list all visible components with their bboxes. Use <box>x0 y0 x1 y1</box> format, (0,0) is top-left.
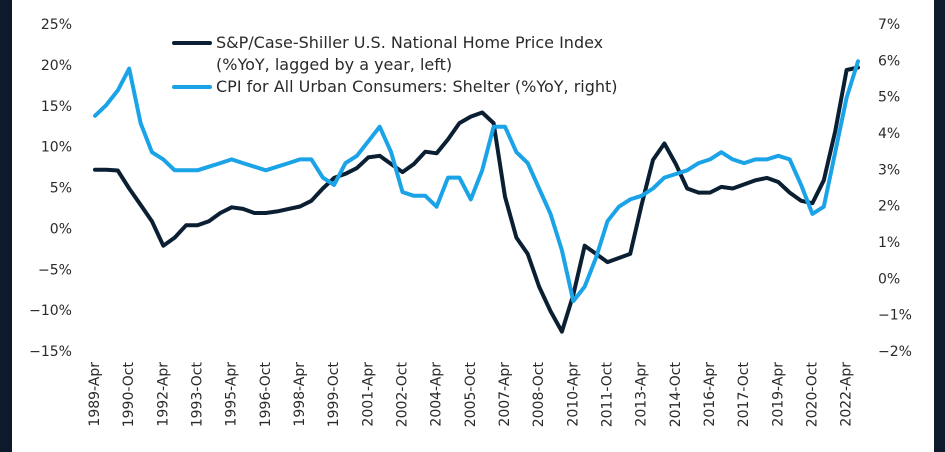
y-tick-label: −5% <box>38 262 72 278</box>
y2-tick-label: 0% <box>878 271 900 287</box>
y-tick-label: 25% <box>41 17 72 33</box>
x-tick-label: 2007-Apr <box>497 362 513 427</box>
x-tick-label: 2008-Oct <box>531 361 547 427</box>
legend-label: CPI for All Urban Consumers: Shelter (%Y… <box>216 77 618 96</box>
x-tick-label: 1995-Apr <box>224 362 240 427</box>
x-tick-label: 2014-Oct <box>668 361 684 427</box>
y-tick-label: 5% <box>50 181 72 197</box>
x-tick-label: 2010-Apr <box>565 362 581 427</box>
y-tick-label: 20% <box>41 58 72 74</box>
x-tick-label: 2011-Oct <box>599 361 615 427</box>
y2-tick-label: −2% <box>878 344 912 360</box>
legend-swatch <box>172 85 212 89</box>
x-tick-label: 2017-Oct <box>736 361 752 427</box>
y-tick-label: 0% <box>50 221 72 237</box>
y2-tick-label: 4% <box>878 126 900 142</box>
panel <box>12 0 934 452</box>
legend-entry: CPI for All Urban Consumers: Shelter (%Y… <box>172 76 642 98</box>
y2-tick-label: 7% <box>878 17 900 33</box>
legend-entry: S&P/Case-Shiller U.S. National Home Pric… <box>172 32 642 76</box>
series-line <box>93 59 860 304</box>
x-tick-label: 2016-Apr <box>702 362 718 427</box>
x-tick-label: 1996-Oct <box>258 361 274 427</box>
series-line <box>93 65 860 334</box>
legend-label: S&P/Case-Shiller U.S. National Home Pric… <box>216 33 604 74</box>
x-tick-label: 2005-Oct <box>463 361 479 427</box>
x-tick-label: 2001-Apr <box>360 362 376 427</box>
y2-tick-label: 3% <box>878 162 900 178</box>
x-tick-label: 2002-Oct <box>394 361 410 427</box>
x-tick-label: 1989-Apr <box>87 362 103 427</box>
x-tick-label: 1992-Apr <box>155 362 171 427</box>
y-tick-label: −15% <box>29 344 72 360</box>
x-tick-label: 2022-Apr <box>839 362 855 427</box>
y-tick-label: −10% <box>29 303 72 319</box>
x-tick-label: 2019-Apr <box>770 362 786 427</box>
x-tick-label: 1993-Oct <box>189 361 205 427</box>
legend-swatch <box>172 41 212 45</box>
y2-tick-label: 2% <box>878 199 900 215</box>
y2-tick-label: −1% <box>878 308 912 324</box>
x-tick-label: 1998-Apr <box>292 362 308 427</box>
y-tick-label: 15% <box>41 99 72 115</box>
y2-tick-label: 1% <box>878 235 900 251</box>
x-tick-label: 2020-Oct <box>804 361 820 427</box>
y-tick-label: 10% <box>41 140 72 156</box>
x-tick-label: 1990-Oct <box>121 361 137 427</box>
y2-tick-label: 6% <box>878 53 900 69</box>
x-tick-label: 1999-Oct <box>326 361 342 427</box>
x-tick-label: 2004-Apr <box>429 362 445 427</box>
legend: S&P/Case-Shiller U.S. National Home Pric… <box>172 32 642 98</box>
y2-tick-label: 5% <box>878 90 900 106</box>
x-tick-label: 2013-Apr <box>634 362 650 427</box>
